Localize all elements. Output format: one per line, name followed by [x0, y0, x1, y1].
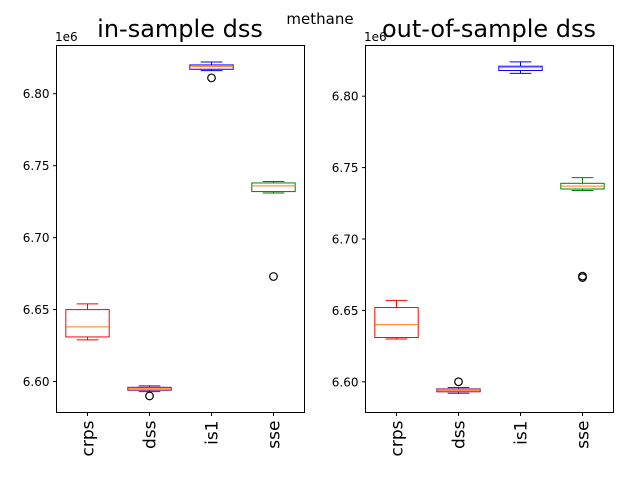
plot-frame	[56, 45, 305, 413]
y-tick-label: 6.65	[332, 304, 359, 318]
plot-frame	[365, 45, 614, 413]
box-body	[251, 182, 296, 193]
y-offset-label: 1e6	[55, 30, 78, 44]
y-tick-label: 6.75	[332, 161, 359, 175]
box-is1	[498, 61, 543, 74]
y-tick-label: 6.60	[23, 375, 50, 389]
y-tick-label: 6.65	[23, 303, 50, 317]
outlier-point	[454, 377, 463, 387]
box-is1	[189, 61, 234, 83]
x-tick-label: is1	[512, 421, 532, 445]
panel-in-sample: in-sample dss 1e6 6.60 6.65 6.70 6.75 6.80 cr…	[23, 15, 305, 456]
y-tick-label: 6.80	[332, 90, 359, 104]
y-tick-label: 6.60	[332, 375, 359, 389]
y-tick-label: 6.80	[23, 87, 50, 101]
box-dss	[436, 377, 481, 394]
outlier-point	[207, 73, 216, 83]
box-dss	[127, 385, 172, 401]
y-offset-label: 1e6	[364, 30, 387, 44]
panel-out-of-sample: out-of-sample dss 1e6 6.60 6.65 6.70 6.75 6.…	[332, 15, 614, 456]
box-crps	[374, 299, 419, 340]
outlier-point	[578, 271, 587, 281]
box-body	[189, 64, 234, 70]
y-tick-label: 6.70	[332, 232, 359, 246]
box-crps	[65, 303, 110, 341]
box-body	[65, 309, 110, 338]
box-body	[374, 307, 419, 339]
y-tick-label: 6.75	[23, 159, 50, 173]
x-tick-label: crps	[388, 420, 408, 456]
panel-title: out-of-sample dss	[382, 15, 596, 43]
x-tick-label: dss	[141, 420, 161, 449]
x-tick-label: crps	[79, 420, 99, 456]
x-tick-label: sse	[574, 421, 594, 449]
outlier-point	[145, 391, 154, 401]
box-sse	[251, 181, 296, 281]
y-tick-label: 6.70	[23, 231, 50, 245]
outlier-point	[269, 272, 278, 281]
x-tick-label: is1	[203, 421, 223, 445]
box-sse	[560, 177, 605, 282]
panel-title: in-sample dss	[97, 15, 263, 43]
x-tick-label: dss	[450, 420, 470, 449]
box-body	[498, 65, 543, 71]
figure-suptitle: methane	[286, 10, 353, 28]
x-tick-label: sse	[265, 421, 285, 449]
